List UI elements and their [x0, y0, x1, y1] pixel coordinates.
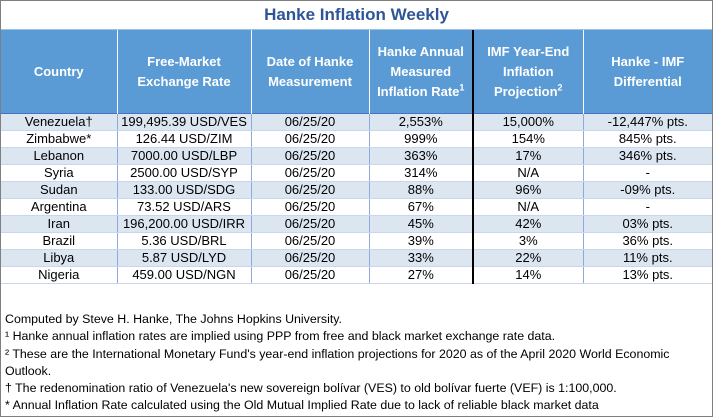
header-differential: Hanke - IMF Differential [583, 30, 712, 114]
cell-rate: 7000.00 USD/LBP [117, 147, 252, 165]
cell-imf: 154% [472, 130, 584, 148]
footnotes: Computed by Steve H. Hanke, The Johns Ho… [5, 311, 709, 415]
header-imf-projection: IMF Year-End Inflation Projection2 [472, 30, 584, 114]
cell-imf: N/A [472, 198, 584, 216]
cell-rate: 459.00 USD/NGN [117, 266, 252, 284]
report-title: Hanke Inflation Weekly [1, 1, 712, 30]
table-row: Argentina 73.52 USD/ARS 06/25/20 67% N/A… [1, 198, 712, 216]
cell-rate: 5.36 USD/BRL [117, 232, 252, 250]
header-hanke-rate: Hanke Annual Measured Inflation Rate1 [369, 30, 474, 114]
table-row: Zimbabwe* 126.44 USD/ZIM 06/25/20 999% 1… [1, 130, 712, 148]
cell-date: 06/25/20 [251, 147, 370, 165]
cell-imf: 3% [472, 232, 584, 250]
table-row: Syria 2500.00 USD/SYP 06/25/20 314% N/A … [1, 164, 712, 182]
table-row: Brazil 5.36 USD/BRL 06/25/20 39% 3% 36% … [1, 232, 712, 250]
cell-hanke: 314% [369, 164, 474, 182]
cell-diff: 845% pts. [583, 130, 712, 148]
cell-country: Syria [1, 164, 118, 182]
cell-imf: 15,000% [472, 113, 584, 131]
cell-date: 06/25/20 [251, 215, 370, 233]
cell-rate: 133.00 USD/SDG [117, 181, 252, 199]
footnote-marker: 1 [459, 82, 465, 93]
cell-country: Nigeria [1, 266, 118, 284]
cell-hanke: 45% [369, 215, 474, 233]
footnote-asterisk: * Annual Inflation Rate calculated using… [5, 398, 599, 413]
cell-rate: 2500.00 USD/SYP [117, 164, 252, 182]
cell-date: 06/25/20 [251, 198, 370, 216]
cell-imf: 14% [472, 266, 584, 284]
cell-hanke: 67% [369, 198, 474, 216]
footnote-2: ² These are the International Monetary F… [5, 346, 670, 378]
table-row: Sudan 133.00 USD/SDG 06/25/20 88% 96% -0… [1, 181, 712, 199]
cell-diff: 03% pts. [583, 215, 712, 233]
cell-diff: 11% pts. [583, 249, 712, 267]
cell-diff: - [583, 164, 712, 182]
cell-date: 06/25/20 [251, 232, 370, 250]
table-row: Lebanon 7000.00 USD/LBP 06/25/20 363% 17… [1, 147, 712, 165]
cell-rate: 5.87 USD/LYD [117, 249, 252, 267]
cell-date: 06/25/20 [251, 113, 370, 131]
footnote-marker: 2 [557, 82, 563, 93]
inflation-table: Country Free-Market Exchange Rate Date o… [1, 30, 712, 284]
cell-diff: - [583, 198, 712, 216]
cell-country: Iran [1, 215, 118, 233]
cell-diff: -09% pts. [583, 181, 712, 199]
cell-country: Venezuela† [1, 113, 118, 131]
cell-hanke: 39% [369, 232, 474, 250]
table-row: Iran 196,200.00 USD/IRR 06/25/20 45% 42%… [1, 215, 712, 233]
cell-imf: N/A [472, 164, 584, 182]
cell-date: 06/25/20 [251, 249, 370, 267]
cell-imf: 96% [472, 181, 584, 199]
header-date: Date of Hanke Measurement [251, 30, 370, 114]
cell-diff: 13% pts. [583, 266, 712, 284]
cell-country: Lebanon [1, 147, 118, 165]
header-country: Country [1, 30, 118, 114]
cell-date: 06/25/20 [251, 266, 370, 284]
cell-date: 06/25/20 [251, 181, 370, 199]
cell-imf: 42% [472, 215, 584, 233]
cell-hanke: 2,553% [369, 113, 474, 131]
table-row: Libya 5.87 USD/LYD 06/25/20 33% 22% 11% … [1, 249, 712, 267]
cell-country: Argentina [1, 198, 118, 216]
cell-hanke: 999% [369, 130, 474, 148]
cell-country: Libya [1, 249, 118, 267]
cell-hanke: 27% [369, 266, 474, 284]
cell-country: Sudan [1, 181, 118, 199]
note-computed-by: Computed by Steve H. Hanke, The Johns Ho… [5, 312, 342, 326]
cell-diff: 346% pts. [583, 147, 712, 165]
cell-imf: 17% [472, 147, 584, 165]
cell-rate: 196,200.00 USD/IRR [117, 215, 252, 233]
cell-diff: -12,447% pts. [583, 113, 712, 131]
footnote-1: ¹ Hanke annual inflation rates are impli… [5, 329, 556, 344]
cell-diff: 36% pts. [583, 232, 712, 250]
header-exchange-rate: Free-Market Exchange Rate [117, 30, 252, 114]
cell-hanke: 88% [369, 181, 474, 199]
cell-hanke: 33% [369, 249, 474, 267]
cell-rate: 126.44 USD/ZIM [117, 130, 252, 148]
cell-hanke: 363% [369, 147, 474, 165]
table-row: Venezuela† 199,495.39 USD/VES 06/25/20 2… [1, 113, 712, 131]
cell-date: 06/25/20 [251, 164, 370, 182]
header-row: Country Free-Market Exchange Rate Date o… [1, 30, 712, 114]
cell-date: 06/25/20 [251, 130, 370, 148]
footnote-dagger: † The redenomination ratio of Venezuela'… [5, 381, 617, 396]
cell-rate: 199,495.39 USD/VES [117, 113, 252, 131]
cell-country: Zimbabwe* [1, 130, 118, 148]
cell-rate: 73.52 USD/ARS [117, 198, 252, 216]
cell-imf: 22% [472, 249, 584, 267]
cell-country: Brazil [1, 232, 118, 250]
table-row: Nigeria 459.00 USD/NGN 06/25/20 27% 14% … [1, 266, 712, 284]
